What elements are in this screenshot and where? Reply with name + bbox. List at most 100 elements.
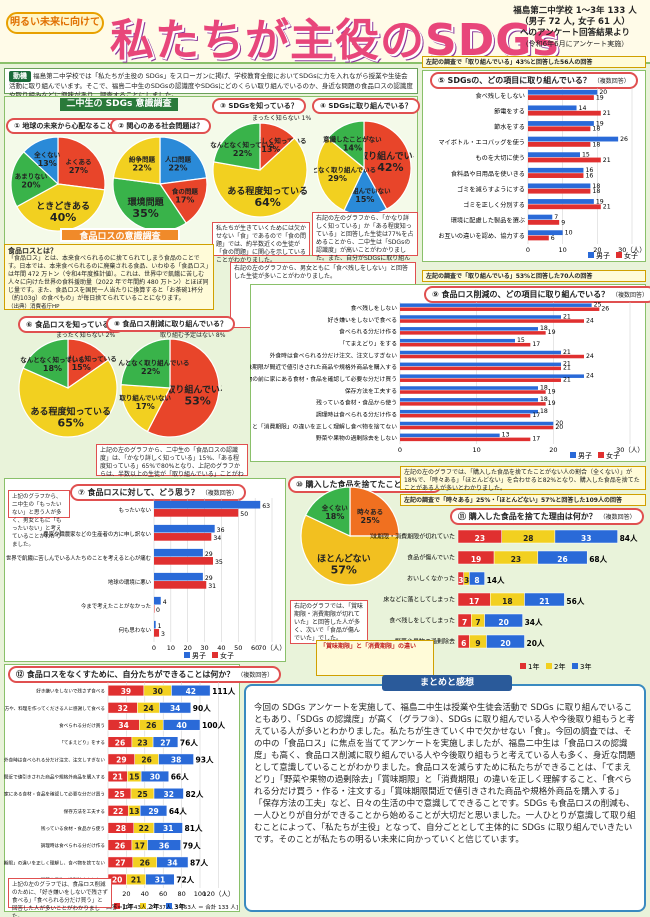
q7-bar-女子 [154,557,213,565]
q7-legend-label: 男子 [192,652,206,660]
q4-slice-label-3: 意識したことがない [323,134,382,143]
q9-bar-女子 [400,437,531,442]
q9-bar-value: 21 [563,349,571,356]
motive-box: 動機 福島第二中学校では「私たちが主役の SDGs」をスローガンに掲げ、学校教育… [4,68,418,99]
q3-slice-label-2: なんとなく知っている [210,140,274,149]
q2-slice-label-0: 人口問題 [165,155,192,164]
q7-tick-label: 10 [167,644,175,652]
q7-tick-label: 60 [251,644,259,652]
q8-slice-0 [146,338,220,438]
q8-slice-2 [120,338,171,389]
q9-bar-value: 21 [563,361,571,368]
q12-bar-value: 34 [167,859,177,868]
q11-total-label: 68人 [589,555,607,564]
q10-slice-label-0: 時々ある [357,507,383,516]
q3-title: ③ SDGsを知っている？ [212,98,306,114]
q9-category-label: 調理時は食べられる分だけ作る [316,410,397,418]
q12-total-label: 79人 [183,841,201,850]
q12-bar-value: 26 [141,756,151,765]
q9-bar-男子 [400,315,561,319]
q9-bar-value: 20 [555,424,563,431]
q12-bar-value: 17 [135,841,145,850]
foodloss-banner: 食品ロスの意識調査 [60,228,180,242]
q3-slice-label-1: ある程度知っている [227,185,308,197]
q12-total-label: 81人 [185,824,203,833]
q4-slice-label-0: 取り組んでいる [359,150,414,162]
q8-slice-label-0: 取り組んでいる [166,384,222,396]
q9-legend-swatch [598,452,604,458]
q12-bar-3年 [140,770,169,782]
q12-bar-3年 [153,822,183,834]
note-q8: 上記の左のグラフから、二中生の「食品ロスの認識度」は、「かなり詳しく知っている」… [96,444,248,486]
q6-slice-0 [67,338,110,390]
q5-bar-value: 19 [596,94,604,101]
q7-category-label: 農家や職農家などの生産者の方に申し訳ない [43,530,151,538]
survey-line-1: 福島第二中学校 1～3年 133 人 [513,6,637,16]
q9-category-label: 食べ残しをしない [351,304,398,312]
q12-bar-value: 20 [112,876,122,885]
q12-tick-label: 100 [194,890,206,898]
q12-bar-3年 [147,839,181,851]
q8-slice-value-2: 22% [141,367,160,376]
q5-category-label: 節電をする [494,107,525,115]
q7-legend-swatch [212,652,218,658]
q9-bar-value: 21 [563,365,571,372]
q12-bar-value: 24 [143,704,153,713]
q7-category-label: 何も思わない [119,626,151,634]
q5-category-label: マイボトル・エコバッグを使う [438,139,525,147]
q5-tick-label: 0 [526,246,530,254]
q9-bar-value: 19 [548,329,556,336]
q5-bar-男子 [528,121,594,126]
q7-bar-value: 1 [158,623,162,630]
q5-legend-swatch [616,252,622,258]
q9-bar-value: 26 [601,305,609,312]
q7-tick-label: 70（人） [258,644,286,652]
q9-bar-value: 17 [532,412,540,419]
q7-tick-label: 50 [234,644,242,652]
foodloss-title: 食品ロスとは？ [8,247,57,255]
q12-bar-3年 [162,719,201,731]
q8-slice-value-0: 53% [184,395,210,408]
q12-tick-label: 60 [159,890,167,898]
q7-bar-女子 [154,509,239,517]
q5-category-label: ものを大切に使う [476,154,526,162]
q10-slice-value-0: 25% [361,516,380,525]
q9-category-label: 賞味期限が間近で値引きされた商品や規格外商品を購入する [250,363,397,371]
q8-slice-value-1: 17% [136,402,155,411]
q1-slice-label-0: よくある [65,157,91,166]
q6-title: ⑥ 食品ロスを知っている？ [18,316,126,333]
q11-bar-value: 9 [475,639,480,648]
q3-slice-value-0: 13% [261,145,280,154]
q2-slice-1 [158,177,208,224]
q11-bar-value: 18 [502,597,512,606]
q7-bar-男子 [154,500,261,509]
q12-legend-swatch [140,903,146,909]
q4-slice-2 [316,137,365,212]
q5-bar-女子 [528,141,591,147]
q3-slice-2 [213,122,261,171]
q12-bar-value: 26 [115,738,125,747]
q9-category-label: 「てまえどり」をする [339,339,397,347]
q7-tick-label: 20 [184,644,192,652]
q11-bar-value: 33 [581,534,591,543]
q9-bar-value: 24 [586,317,594,324]
q2-slice-value-3: 22% [132,164,151,173]
q9-bar-value: 20 [555,420,563,427]
q11-bar-value: 17 [469,597,479,606]
q7-bar-value: 34 [213,535,221,542]
q5-bar-女子 [528,188,591,194]
q5-bar-value: 7 [554,214,558,221]
q9-bar-value: 19 [548,388,556,395]
q5-bar-女子 [528,95,594,100]
q11-bar-value: 20 [498,618,508,627]
q1-slice-value-1: 40% [50,211,76,224]
q2-slice-2 [112,177,187,232]
q5-bar-value: 20 [599,89,607,96]
q11-bar-value: 26 [557,555,567,564]
q5-bar-value: 18 [592,188,600,195]
q12-bar-value: 23 [137,738,147,747]
q11-bar-value: 8 [474,576,479,585]
q12-category-label: 外食時は食べられる分だけ注文、注文しすぎない [4,756,105,763]
